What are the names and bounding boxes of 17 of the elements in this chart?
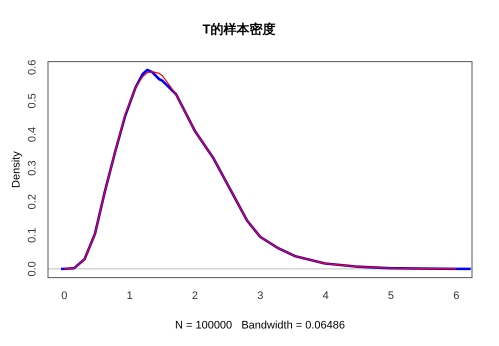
- chart-title: T的样本密度: [202, 21, 276, 36]
- x-axis-title: N = 100000 Bandwidth = 0.06486: [174, 319, 346, 332]
- y-tick-label: 0.4: [26, 126, 39, 142]
- x-tick-label: 2: [192, 290, 198, 302]
- x-tick-label: 3: [257, 290, 264, 302]
- y-tick-label: 0.2: [26, 194, 39, 210]
- y-tick-label: 0.3: [26, 160, 39, 176]
- y-tick-label: 0.6: [26, 60, 39, 75]
- x-tick-label: 6: [453, 290, 460, 302]
- x-tick-label: 4: [322, 290, 329, 302]
- x-tick-label: 1: [126, 290, 133, 302]
- x-tick-label: 0: [61, 290, 68, 302]
- x-tick-label: 5: [388, 290, 394, 302]
- y-axis-title: Density: [10, 150, 23, 188]
- y-tick-label: 0.5: [26, 93, 39, 109]
- y-tick-label: 0.1: [26, 228, 39, 243]
- y-tick-label: 0.0: [26, 261, 39, 277]
